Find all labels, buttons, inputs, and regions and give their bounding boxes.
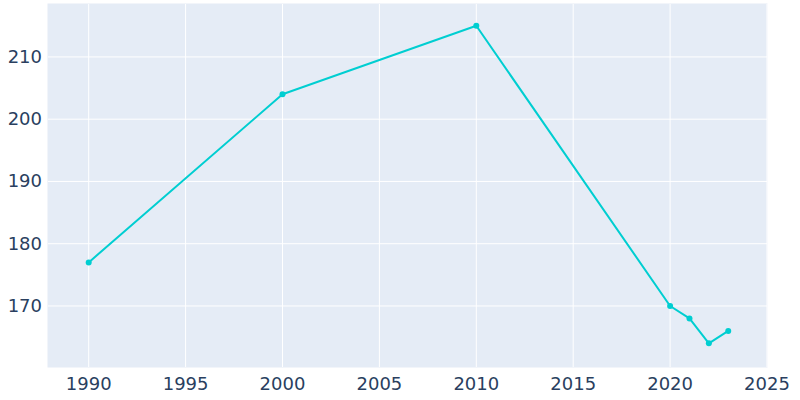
x-grid-line [573, 4, 574, 367]
tick-labels: 1990 1995 2000 2005 2010 2015 2020 2025 170 180 19… [8, 46, 790, 394]
y-tick-label: 200 [8, 108, 42, 129]
x-grid-line [185, 4, 186, 367]
grid [48, 4, 767, 367]
chart-container: 1990 1995 2000 2005 2010 2015 2020 2025 170 180 19… [0, 0, 800, 400]
y-grid-line [48, 56, 767, 57]
point-marker [667, 303, 673, 309]
point-marker [279, 91, 285, 97]
x-grid-line [476, 4, 477, 367]
y-grid-line [48, 181, 767, 182]
x-tick-label: 2000 [260, 373, 306, 394]
y-grid-line [48, 119, 767, 120]
x-tick-label: 2010 [453, 373, 499, 394]
x-tick-label: 1990 [66, 373, 112, 394]
x-grid-line [379, 4, 380, 367]
point-marker [725, 328, 731, 334]
x-tick-label: 2015 [550, 373, 596, 394]
y-tick-label: 210 [8, 46, 42, 67]
y-tick-label: 190 [8, 170, 42, 191]
x-grid-line [767, 4, 768, 367]
x-tick-label: 2025 [744, 373, 790, 394]
y-grid-line [48, 243, 767, 244]
point-marker [706, 340, 712, 346]
x-grid-line [282, 4, 283, 367]
chart-svg: 1990 1995 2000 2005 2010 2015 2020 2025 170 180 19… [0, 0, 800, 400]
x-grid-line [88, 4, 89, 367]
y-grid-line [48, 305, 767, 306]
y-tick-label: 170 [8, 295, 42, 316]
x-tick-label: 1995 [163, 373, 209, 394]
data-layer [86, 23, 732, 347]
x-tick-label: 2005 [356, 373, 402, 394]
x-tick-label: 2020 [647, 373, 693, 394]
x-grid-line [670, 4, 671, 367]
point-marker [473, 23, 479, 29]
y-tick-label: 180 [8, 233, 42, 254]
line-series [89, 26, 729, 344]
point-marker [686, 315, 692, 321]
plot-area [48, 4, 767, 367]
point-marker [86, 259, 92, 265]
